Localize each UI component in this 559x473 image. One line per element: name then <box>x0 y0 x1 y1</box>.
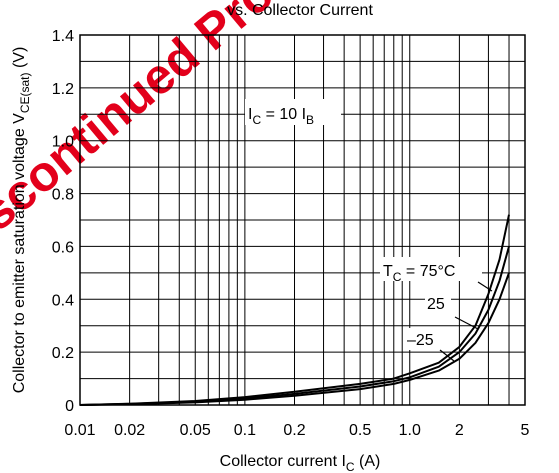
x-axis-label: Collector current IC (A) <box>220 453 381 473</box>
svg-text:IC = 10 IB: IC = 10 IB <box>248 106 314 127</box>
y-tick-label: 1.4 <box>52 28 74 45</box>
x-tick-label: 0.1 <box>234 422 256 439</box>
curve-label-25: 25 <box>425 291 479 330</box>
y-axis-label: Collector to emitter saturation voltage … <box>11 47 32 394</box>
svg-text:25: 25 <box>427 296 445 313</box>
x-tick-label: 1.0 <box>399 422 421 439</box>
y-tick-label: 1.2 <box>52 81 74 98</box>
series-curves <box>79 214 510 406</box>
chart-title: vs. Collector Current <box>227 2 373 19</box>
x-tick-label: 5 <box>521 422 530 439</box>
y-axis-ticks: 0 0.2 0.4 0.6 0.8 1.0 1.2 1.4 <box>52 28 74 415</box>
curve-label-75: TC = 75°C <box>380 257 493 292</box>
y-tick-label: 0 <box>65 398 74 415</box>
svg-text:–25: –25 <box>407 332 434 349</box>
y-tick-label: 0.8 <box>52 187 74 204</box>
x-tick-label: 0.05 <box>180 422 211 439</box>
series-line-2 <box>79 272 510 406</box>
y-tick-label: 1.0 <box>52 134 74 151</box>
y-tick-label: 0.6 <box>52 239 74 256</box>
svg-text:TC = 75°C: TC = 75°C <box>383 263 455 284</box>
plot-frame <box>79 34 526 406</box>
x-tick-label: 2 <box>455 422 464 439</box>
x-tick-label: 0.01 <box>64 422 95 439</box>
x-tick-label: 0.5 <box>349 422 371 439</box>
y-tick-label: 0.2 <box>52 345 74 362</box>
curve-label-neg25: –25 <box>405 328 455 362</box>
y-tick-label: 0.4 <box>52 292 74 309</box>
condition-label: IC = 10 IB <box>245 99 341 127</box>
x-tick-label: 0.2 <box>283 422 305 439</box>
x-axis-ticks: 0.01 0.02 0.05 0.1 0.2 0.5 1.0 2 5 <box>64 422 529 439</box>
x-tick-label: 0.02 <box>114 422 145 439</box>
